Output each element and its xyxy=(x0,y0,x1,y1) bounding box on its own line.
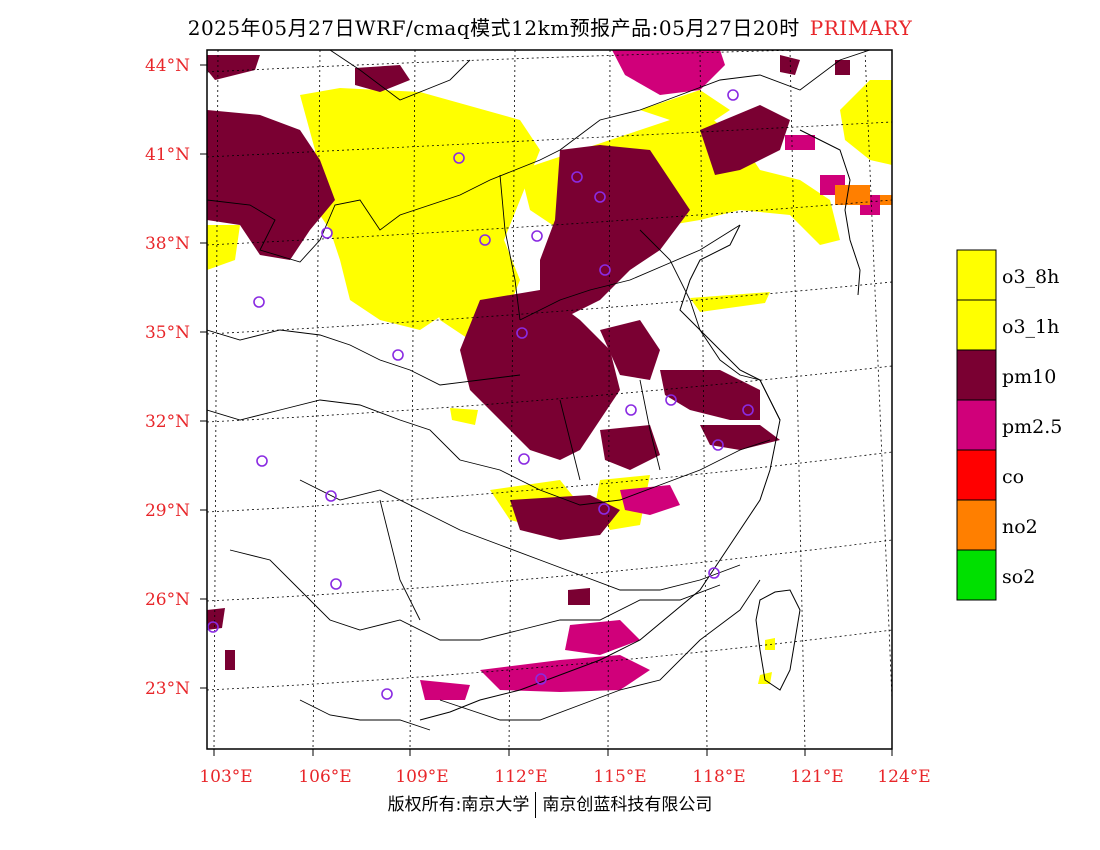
lon-label: 112°E xyxy=(494,767,547,787)
legend-swatch-no2 xyxy=(956,499,997,551)
lat-label: 38°N xyxy=(145,234,190,254)
legend-label-so2: so2 xyxy=(1002,566,1035,588)
no2-regions xyxy=(835,185,892,205)
legend-label-pm25: pm2.5 xyxy=(1002,416,1062,438)
legend-swatch-pm25 xyxy=(956,399,997,451)
tick-marks xyxy=(200,64,893,756)
legend-swatch-co xyxy=(956,449,997,501)
copyright-owner: 版权所有:南京大学 xyxy=(387,795,530,815)
lat-label: 26°N xyxy=(145,590,190,610)
lon-label: 106°E xyxy=(298,767,351,787)
title-primary-tag: PRIMARY xyxy=(809,16,913,40)
copyright-footer: 版权所有:南京大学 南京创蓝科技有限公司 xyxy=(0,790,1100,818)
lat-label: 44°N xyxy=(145,56,190,76)
pollution-fields xyxy=(207,50,892,749)
lon-label: 115°E xyxy=(593,767,646,787)
title-text: 2025年05月27日WRF/cmaq模式12km预报产品:05月27日20时 xyxy=(187,16,800,40)
station-markers xyxy=(207,89,754,700)
lat-label: 32°N xyxy=(145,412,190,432)
province-boundaries xyxy=(207,50,871,731)
lon-label: 103°E xyxy=(199,767,252,787)
legend-swatch-o3-1h xyxy=(956,299,997,351)
copyright-company: 南京创蓝科技有限公司 xyxy=(542,795,713,815)
pm10-regions xyxy=(207,55,850,670)
lon-label: 124°E xyxy=(877,767,930,787)
map-title: 2025年05月27日WRF/cmaq模式12km预报产品:05月27日20时 P… xyxy=(0,12,1100,41)
legend-label-co: co xyxy=(1002,466,1024,488)
lon-label: 121°E xyxy=(790,767,843,787)
latitude-labels: 44°N 41°N 38°N 35°N 32°N 29°N 26°N 23°N xyxy=(145,56,190,699)
legend-swatch-so2 xyxy=(956,549,997,601)
map-frame xyxy=(206,49,893,750)
legend-label-pm10: pm10 xyxy=(1002,366,1056,388)
lat-label: 23°N xyxy=(145,679,190,699)
legend-label-o3-8h: o3_8h xyxy=(1002,266,1059,288)
lon-label: 118°E xyxy=(692,767,745,787)
lat-label: 41°N xyxy=(145,145,190,165)
lon-label: 109°E xyxy=(395,767,448,787)
legend-label-no2: no2 xyxy=(1002,516,1038,538)
legend: o3_8h o3_1h pm10 pm2.5 co no2 so2 xyxy=(956,249,1062,601)
lat-label: 35°N xyxy=(145,323,190,343)
coastline xyxy=(419,129,861,721)
legend-swatch-pm10 xyxy=(956,349,997,401)
graticule xyxy=(207,50,892,749)
legend-swatch-o3-8h xyxy=(956,249,997,301)
legend-label-o3-1h: o3_1h xyxy=(1002,316,1059,338)
lat-label: 29°N xyxy=(145,501,190,521)
longitude-labels: 103°E 106°E 109°E 112°E 115°E 118°E 121°… xyxy=(199,767,930,787)
pm25-regions xyxy=(420,50,880,700)
copyright-divider xyxy=(535,792,537,818)
